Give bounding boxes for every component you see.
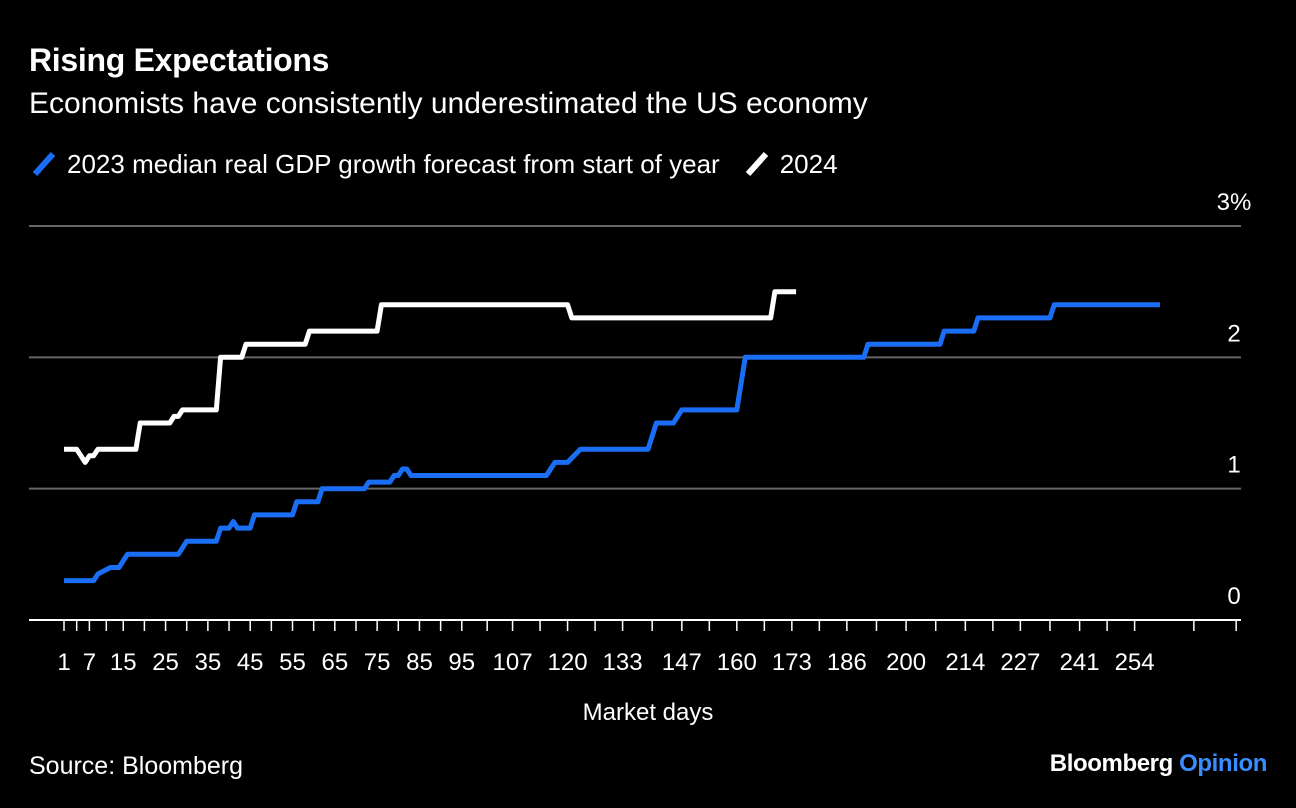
- x-tick-label-25: 25: [152, 649, 179, 676]
- chart-title: Rising Expectations: [29, 42, 330, 78]
- x-tick-label-147: 147: [662, 649, 702, 676]
- legend-swatch-2023: [32, 151, 56, 177]
- brand-name: Bloomberg: [1049, 750, 1173, 777]
- x-tick-label-75: 75: [364, 649, 391, 676]
- x-tick-label-227: 227: [1000, 649, 1040, 676]
- x-tick-label-160: 160: [717, 649, 757, 676]
- source-note: Source: Bloomberg: [29, 752, 244, 780]
- series-lines: [64, 289, 1160, 584]
- brand-suffix: Opinion: [1179, 750, 1267, 777]
- chart-subtitle: Economists have consistently underestima…: [29, 87, 868, 120]
- x-tick-label-15: 15: [110, 649, 137, 676]
- x-tick-label-65: 65: [321, 649, 348, 676]
- legend: 2023 median real GDP growth forecast fro…: [29, 148, 860, 180]
- legend-label-2024: 2024: [779, 148, 838, 179]
- y-tick-label-3: 3%: [1217, 189, 1252, 216]
- x-tick-label-200: 200: [886, 649, 926, 676]
- y-tick-label-1: 1: [1227, 452, 1240, 479]
- x-tick-label-7: 7: [83, 649, 96, 676]
- y-tick-label-2: 2: [1227, 320, 1240, 347]
- x-tick-label-35: 35: [195, 649, 222, 676]
- series-line-2024: [64, 289, 797, 465]
- x-tick-label-254: 254: [1115, 649, 1155, 676]
- legend-item-2023: 2023 median real GDP growth forecast fro…: [29, 148, 720, 180]
- series-line-2023: [64, 302, 1160, 584]
- brand-logo: Bloomberg Opinion: [1049, 750, 1268, 778]
- x-tick-label-85: 85: [406, 649, 433, 676]
- x-tick-label-214: 214: [945, 649, 985, 676]
- y-axis-tick-labels: 0 1 2 3%: [1217, 189, 1252, 610]
- x-tick-label-45: 45: [237, 649, 264, 676]
- legend-label-2023: 2023 median real GDP growth forecast fro…: [67, 148, 720, 179]
- x-tick-label-95: 95: [448, 649, 475, 676]
- x-tick-label-186: 186: [827, 649, 867, 676]
- legend-item-2024: 2024: [742, 148, 838, 180]
- x-tick-label-133: 133: [603, 649, 643, 676]
- y-tick-label-0: 0: [1227, 583, 1240, 610]
- x-axis-label: Market days: [583, 699, 714, 726]
- x-tick-label-120: 120: [548, 649, 588, 676]
- x-tick-label-1: 1: [57, 649, 70, 676]
- x-axis: 1 7 15 25 35 45 55 65 75 85 95 107 120 133 147 160 173 18…: [57, 620, 1237, 676]
- x-tick-label-173: 173: [772, 649, 812, 676]
- legend-swatch-2024: [745, 151, 768, 177]
- x-tick-label-55: 55: [279, 649, 306, 676]
- gridlines: [29, 225, 1241, 621]
- x-tick-label-107: 107: [493, 649, 533, 676]
- x-tick-label-241: 241: [1060, 649, 1100, 676]
